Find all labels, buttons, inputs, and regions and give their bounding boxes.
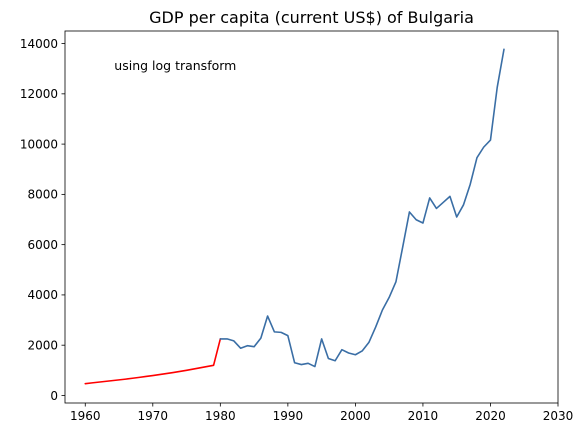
y-tick-label: 0 xyxy=(50,389,58,403)
y-tick-label: 8000 xyxy=(27,188,58,202)
y-tick-label: 6000 xyxy=(27,238,58,252)
x-tick-label: 2010 xyxy=(408,409,439,423)
x-axis: 1960 1970 1980 1990 2000 2010 2020 2030 xyxy=(70,403,573,423)
y-tick-label: 4000 xyxy=(27,288,58,302)
x-tick-label: 2000 xyxy=(340,409,371,423)
series-line-0 xyxy=(84,338,222,385)
x-tick-label: 1970 xyxy=(138,409,169,423)
series-layer xyxy=(84,48,505,385)
axes-frame xyxy=(64,30,559,404)
x-tick-label: 1960 xyxy=(70,409,101,423)
chart-annotation: using log transform xyxy=(114,58,236,73)
x-tick-label: 2020 xyxy=(475,409,506,423)
y-tick-label: 2000 xyxy=(27,338,58,352)
y-axis: 0 2000 4000 6000 8000 10000 12000 14000 xyxy=(20,37,65,403)
y-tick-label: 10000 xyxy=(20,137,58,151)
x-tick-label: 1990 xyxy=(273,409,304,423)
x-tick-label: 1980 xyxy=(205,409,236,423)
chart-title: GDP per capita (current US$) of Bulgaria xyxy=(149,8,474,27)
y-tick-label: 12000 xyxy=(20,87,58,101)
series-line-1 xyxy=(219,48,505,368)
x-tick-label: 2030 xyxy=(543,409,574,423)
y-tick-label: 14000 xyxy=(20,37,58,51)
